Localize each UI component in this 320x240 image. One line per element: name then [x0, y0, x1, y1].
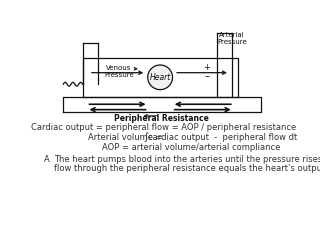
Text: Peripheral Resistance: Peripheral Resistance: [114, 114, 209, 123]
Text: Venous
Pressure: Venous Pressure: [104, 65, 134, 78]
Text: The heart pumps blood into the arteries until the pressure rises enough so that: The heart pumps blood into the arteries …: [54, 155, 320, 164]
Text: A.: A.: [44, 155, 52, 164]
Text: ∫: ∫: [143, 132, 148, 142]
Text: +: +: [203, 63, 210, 72]
Text: Arterial volume =: Arterial volume =: [88, 133, 165, 142]
Text: flow through the peripheral resistance equals the heart’s output (steady state).: flow through the peripheral resistance e…: [54, 163, 320, 173]
Text: Heart: Heart: [149, 73, 171, 82]
Text: –: –: [204, 72, 209, 82]
Text: cardiac output  -  peripheral flow dt: cardiac output - peripheral flow dt: [148, 133, 298, 142]
Text: Arterial
Pressure: Arterial Pressure: [217, 32, 247, 45]
Circle shape: [148, 65, 172, 90]
Text: Cardiac output = peripheral flow = AOP / peripheral resistance: Cardiac output = peripheral flow = AOP /…: [31, 123, 297, 132]
Text: AOP = arterial volume/arterial compliance: AOP = arterial volume/arterial complianc…: [102, 143, 280, 152]
